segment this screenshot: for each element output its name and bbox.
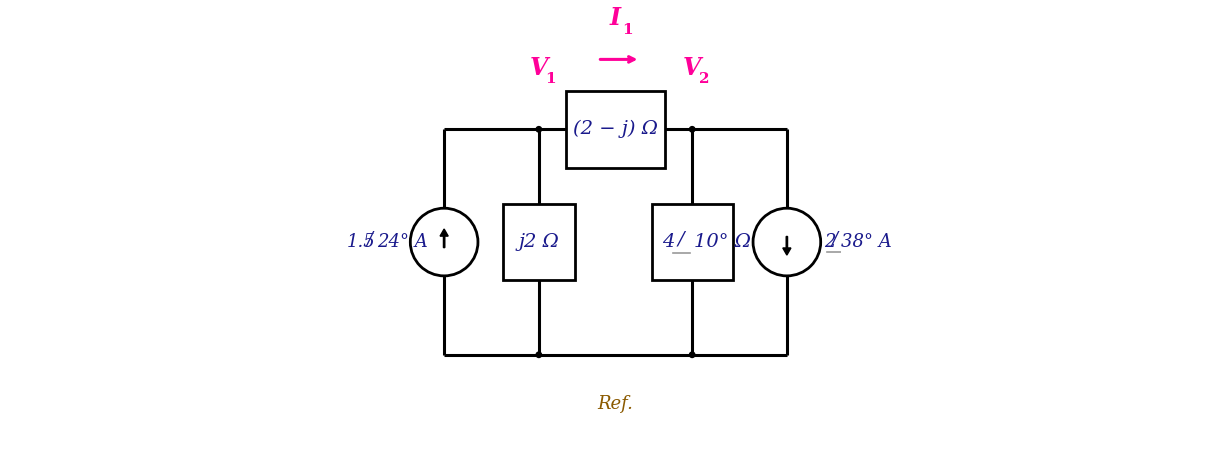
Circle shape xyxy=(537,127,542,132)
Text: j2 Ω: j2 Ω xyxy=(518,233,559,251)
Text: 2: 2 xyxy=(699,73,709,86)
Text: 10° Ω: 10° Ω xyxy=(694,233,751,251)
Bar xyxy=(651,204,732,281)
Circle shape xyxy=(753,208,821,276)
Circle shape xyxy=(537,352,542,357)
Text: Ref.: Ref. xyxy=(597,395,634,414)
Circle shape xyxy=(410,208,478,276)
Text: /: / xyxy=(677,231,684,249)
Text: V: V xyxy=(683,56,702,80)
FancyArrow shape xyxy=(783,237,792,255)
Text: /: / xyxy=(831,231,837,249)
Text: (2 − j) Ω: (2 − j) Ω xyxy=(574,120,657,138)
Circle shape xyxy=(689,352,694,357)
Text: 1.5: 1.5 xyxy=(347,233,375,251)
Text: 38° A: 38° A xyxy=(841,233,891,251)
Text: 1: 1 xyxy=(545,73,556,86)
Text: 24° A: 24° A xyxy=(378,233,428,251)
FancyArrow shape xyxy=(439,229,448,247)
Text: /: / xyxy=(367,231,373,249)
Text: V: V xyxy=(529,56,548,80)
Text: 1: 1 xyxy=(622,23,633,37)
Text: 4: 4 xyxy=(662,233,675,251)
Text: 2: 2 xyxy=(825,233,836,251)
Bar xyxy=(502,204,575,281)
Text: I: I xyxy=(611,6,620,30)
Bar xyxy=(566,91,665,168)
Circle shape xyxy=(689,127,694,132)
